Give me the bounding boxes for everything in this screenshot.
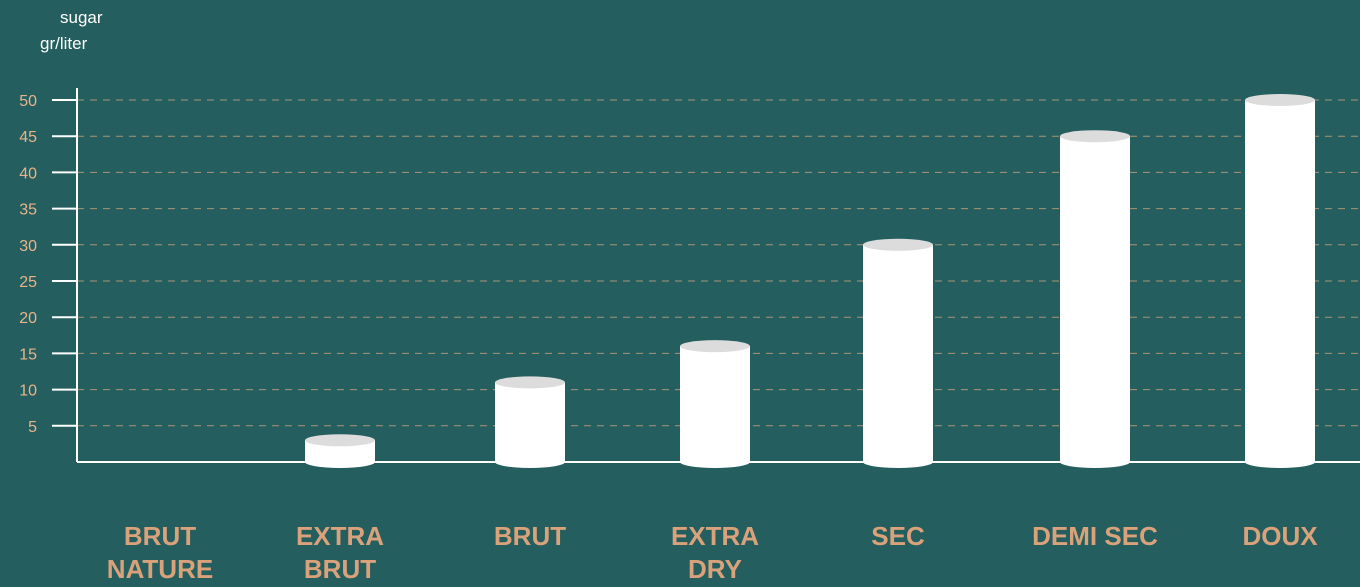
category-label: EXTRA BRUT — [295, 521, 385, 584]
bar — [1060, 130, 1130, 468]
bar-top-cap — [1060, 130, 1130, 143]
bar — [680, 340, 750, 468]
bar-top-cap — [495, 376, 565, 389]
bar-body — [863, 244, 933, 468]
y-tick-label: 35 — [19, 202, 37, 219]
bar-top-cap — [1245, 94, 1315, 106]
category-label: BRUT — [493, 521, 567, 551]
category-label: DOUX — [1242, 521, 1318, 551]
y-axis-unit-label: gr/liter — [40, 34, 88, 53]
y-tick-label: 15 — [19, 346, 37, 363]
y-tick-label: 30 — [19, 238, 37, 255]
y-tick-label: 20 — [19, 310, 37, 327]
y-tick-label: 10 — [19, 383, 37, 400]
bar-top-cap — [863, 238, 933, 251]
y-tick-label: 50 — [19, 93, 37, 110]
axes — [76, 88, 1360, 463]
y-tick-label: 45 — [19, 129, 37, 146]
y-tick-label: 25 — [19, 274, 37, 291]
bar-top-cap — [305, 434, 375, 447]
bar-body — [1060, 136, 1130, 468]
bar-body — [680, 346, 750, 468]
category-label: DEMI SEC — [1032, 521, 1158, 551]
y-tick-label: 40 — [19, 165, 37, 182]
grid-lines — [77, 99, 1360, 427]
y-axis-ticks: 5 10 15 20 25 30 35 40 45 50 — [19, 93, 77, 436]
y-tick-label: 5 — [28, 419, 37, 436]
bar — [495, 376, 565, 468]
bar-body — [1245, 100, 1315, 468]
bar-body — [495, 382, 565, 468]
category-label: BRUT NATURE — [106, 521, 214, 584]
bar-top-cap — [680, 340, 750, 353]
category-label: EXTRA DRY — [670, 521, 760, 584]
bar — [1245, 94, 1315, 468]
y-axis-unit-label: sugar — [60, 8, 103, 27]
bar — [863, 238, 933, 468]
category-label: SEC — [871, 521, 925, 551]
